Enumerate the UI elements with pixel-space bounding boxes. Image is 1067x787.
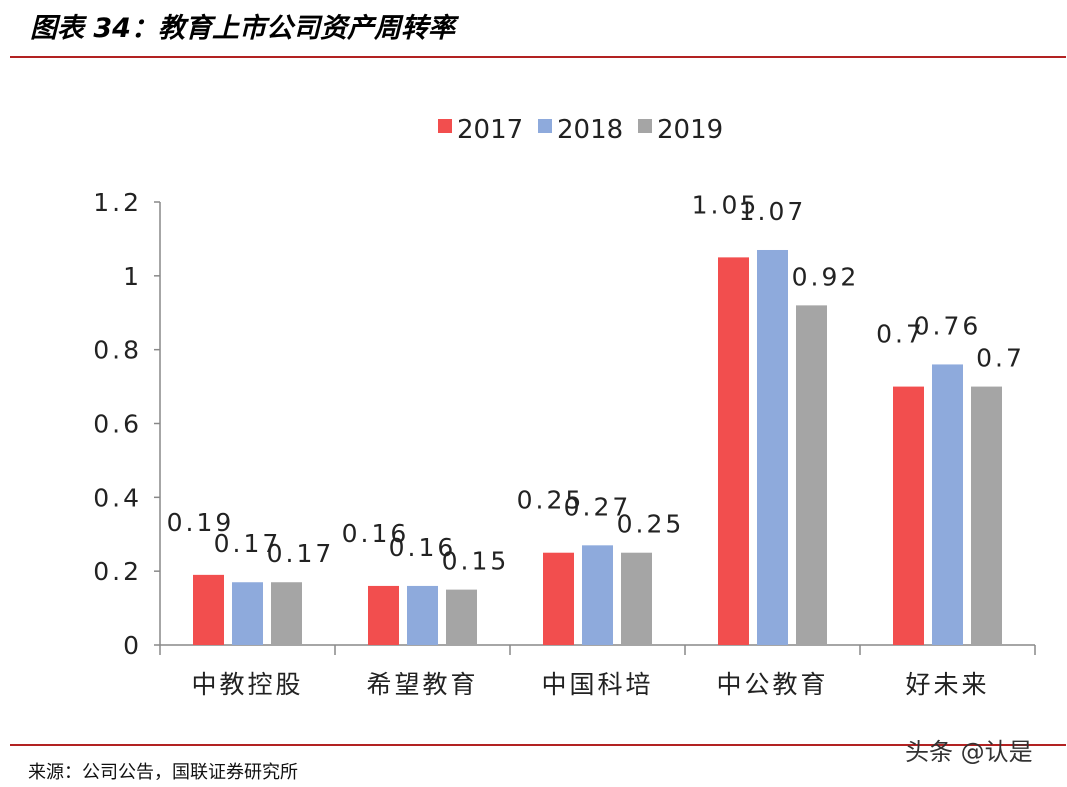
chart-bars (193, 249, 1002, 645)
data-label-2017: 0.25 (517, 486, 585, 515)
legend-label-2018: 2018 (557, 115, 623, 145)
source-note: 来源：公司公告，国联证券研究所 (28, 762, 298, 783)
legend-swatch-2019 (638, 119, 652, 133)
data-label-2018: 0.16 (389, 533, 457, 562)
data-label-2018: 1.07 (739, 197, 807, 226)
legend-label-2019: 2019 (657, 115, 723, 145)
bar-2019 (796, 305, 827, 645)
data-label-2018: 0.76 (914, 311, 982, 340)
legend-swatch-2017 (438, 119, 452, 133)
y-tick-label: 0.2 (93, 557, 142, 586)
data-label-2019: 0.7 (976, 344, 1025, 373)
bar-2018 (232, 582, 263, 645)
data-label-2019: 0.25 (617, 510, 685, 539)
data-label-2017: 1.05 (692, 190, 760, 219)
bar-2017 (368, 585, 399, 645)
chart-axes: 0 0.2 0.4 0.6 0.8 1 1.2 中教控股 希望教育 中国科培 中公教育 好未来 (93, 188, 1036, 699)
y-tick-label: 0 (123, 631, 142, 660)
x-category-label: 中教控股 (191, 670, 303, 699)
bar-2018 (932, 364, 963, 645)
bar-2019 (271, 582, 302, 645)
data-label-2019: 0.15 (442, 547, 510, 576)
data-label-2017: 0.7 (876, 320, 925, 349)
x-category-label: 中国科培 (541, 670, 653, 699)
bar-2019 (446, 589, 477, 645)
data-label-2019: 0.92 (792, 262, 860, 291)
legend-label-2017: 2017 (457, 115, 523, 145)
bar-2018 (757, 249, 788, 645)
bar-2018 (582, 545, 613, 645)
bottom-divider (10, 744, 1066, 746)
chart-legend: 2017 2018 2019 (438, 115, 723, 145)
bar-2019 (621, 552, 652, 645)
y-tick-label: 1 (123, 262, 142, 291)
bar-2017 (893, 386, 924, 645)
y-tick-label: 0.8 (93, 336, 142, 365)
x-category-label: 希望教育 (366, 670, 478, 699)
data-label-2018: 0.27 (564, 492, 632, 521)
y-tick-label: 1.2 (93, 188, 142, 217)
y-tick-label: 0.4 (93, 483, 142, 512)
bar-2017 (193, 574, 224, 645)
legend-swatch-2018 (538, 119, 552, 133)
figure-title: 图表 34：教育上市公司资产周转率 (30, 13, 455, 44)
bar-2018 (407, 585, 438, 645)
bar-2019 (971, 386, 1002, 645)
data-label-2017: 0.19 (167, 508, 235, 537)
top-divider (10, 56, 1066, 58)
data-label-2018: 0.17 (214, 529, 282, 558)
y-tick-label: 0.6 (93, 410, 142, 439)
watermark: 头条 @认是 (905, 738, 1033, 766)
x-category-label: 好未来 (905, 670, 989, 699)
bar-2017 (718, 257, 749, 645)
data-label-2019: 0.17 (267, 539, 335, 568)
x-category-label: 中公教育 (716, 670, 828, 699)
data-label-2017: 0.16 (342, 519, 410, 548)
bar-2017 (543, 552, 574, 645)
chart-data-labels: 0.190.170.170.160.160.150.250.270.251.05… (167, 190, 1025, 576)
